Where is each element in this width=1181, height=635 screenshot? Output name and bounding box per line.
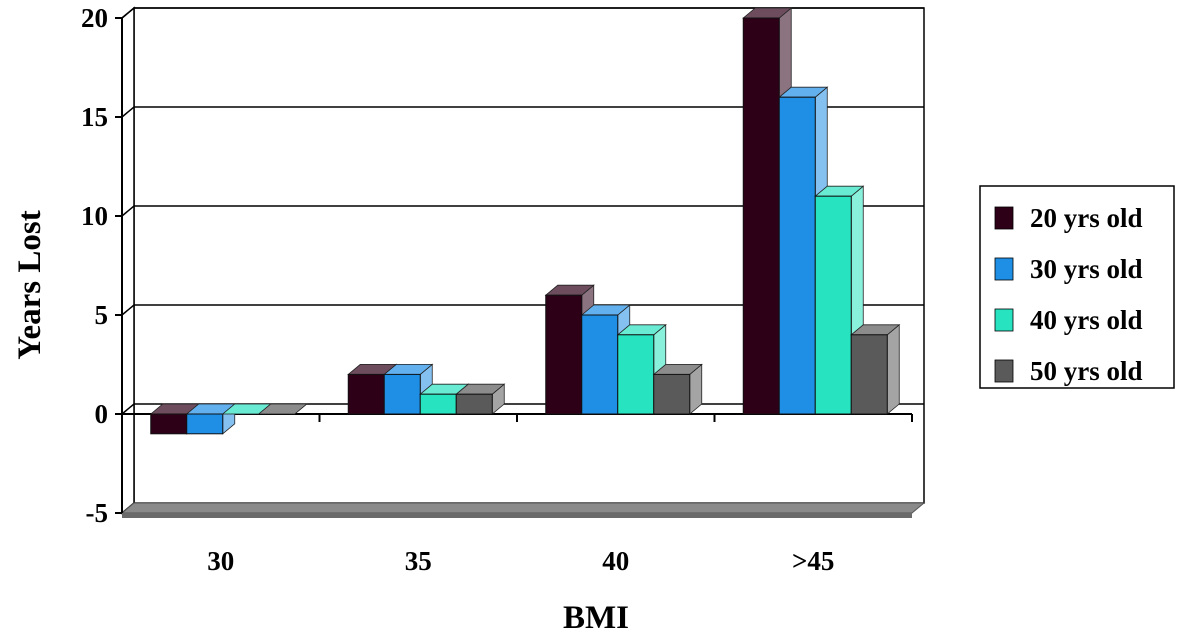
legend: 20 yrs old 30 yrs old 40 yrs old 50 yrs old [979,185,1175,389]
legend-label: 20 yrs old [1030,203,1143,233]
gridline [121,304,924,316]
gridline [121,106,924,118]
bar [850,323,901,415]
bar-front [419,393,457,415]
y-tick-label: 20 [81,3,108,33]
bar-front [545,294,583,415]
bar-front [581,314,619,415]
x-category-label: >45 [792,546,834,576]
bar-front [455,393,493,415]
bar [257,403,308,415]
bar-side [886,323,900,415]
y-tick-labels: -5 0 5 10 15 20 [81,3,108,528]
bar-front [850,334,888,415]
bar [742,7,793,415]
gridlines [121,7,924,415]
y-tick-label: 15 [81,102,108,132]
bar-front [617,334,655,415]
floor [120,502,926,514]
legend-label: 50 yrs old [1030,356,1143,386]
bar-front [347,373,385,415]
bars [149,7,901,435]
bar-front [742,17,780,415]
y-tick-label: -5 [86,498,109,528]
x-category-labels: 30 35 40 >45 [207,546,834,576]
bar-front [150,413,188,435]
legend-swatch [994,359,1014,383]
legend-label: 30 yrs old [1030,254,1143,284]
bar-front [814,195,852,415]
x-category-label: 35 [405,546,432,576]
y-tick-label: 0 [95,399,109,429]
side-wall [121,6,135,515]
floor-edge [122,513,912,518]
bar [652,363,703,415]
bar-front [186,413,224,435]
legend-swatch [994,308,1014,332]
x-category-label: 30 [207,546,234,576]
legend-label: 40 yrs old [1030,305,1143,335]
y-tick-label: 5 [95,300,109,330]
x-axis-title: BMI [563,600,629,635]
bar [185,403,236,435]
gridline [121,205,924,217]
bar-front [653,373,691,415]
axes [115,17,926,518]
bar [814,185,865,415]
bar [455,383,506,415]
legend-swatch [994,257,1014,281]
y-tick-label: 10 [81,201,108,231]
bar-top [257,403,308,415]
x-category-label: 40 [602,546,629,576]
gridline [121,7,924,19]
bar-front [778,96,816,415]
bar-front [383,373,421,415]
y-axis-title: Years Lost [12,210,48,359]
legend-swatch [994,206,1014,230]
